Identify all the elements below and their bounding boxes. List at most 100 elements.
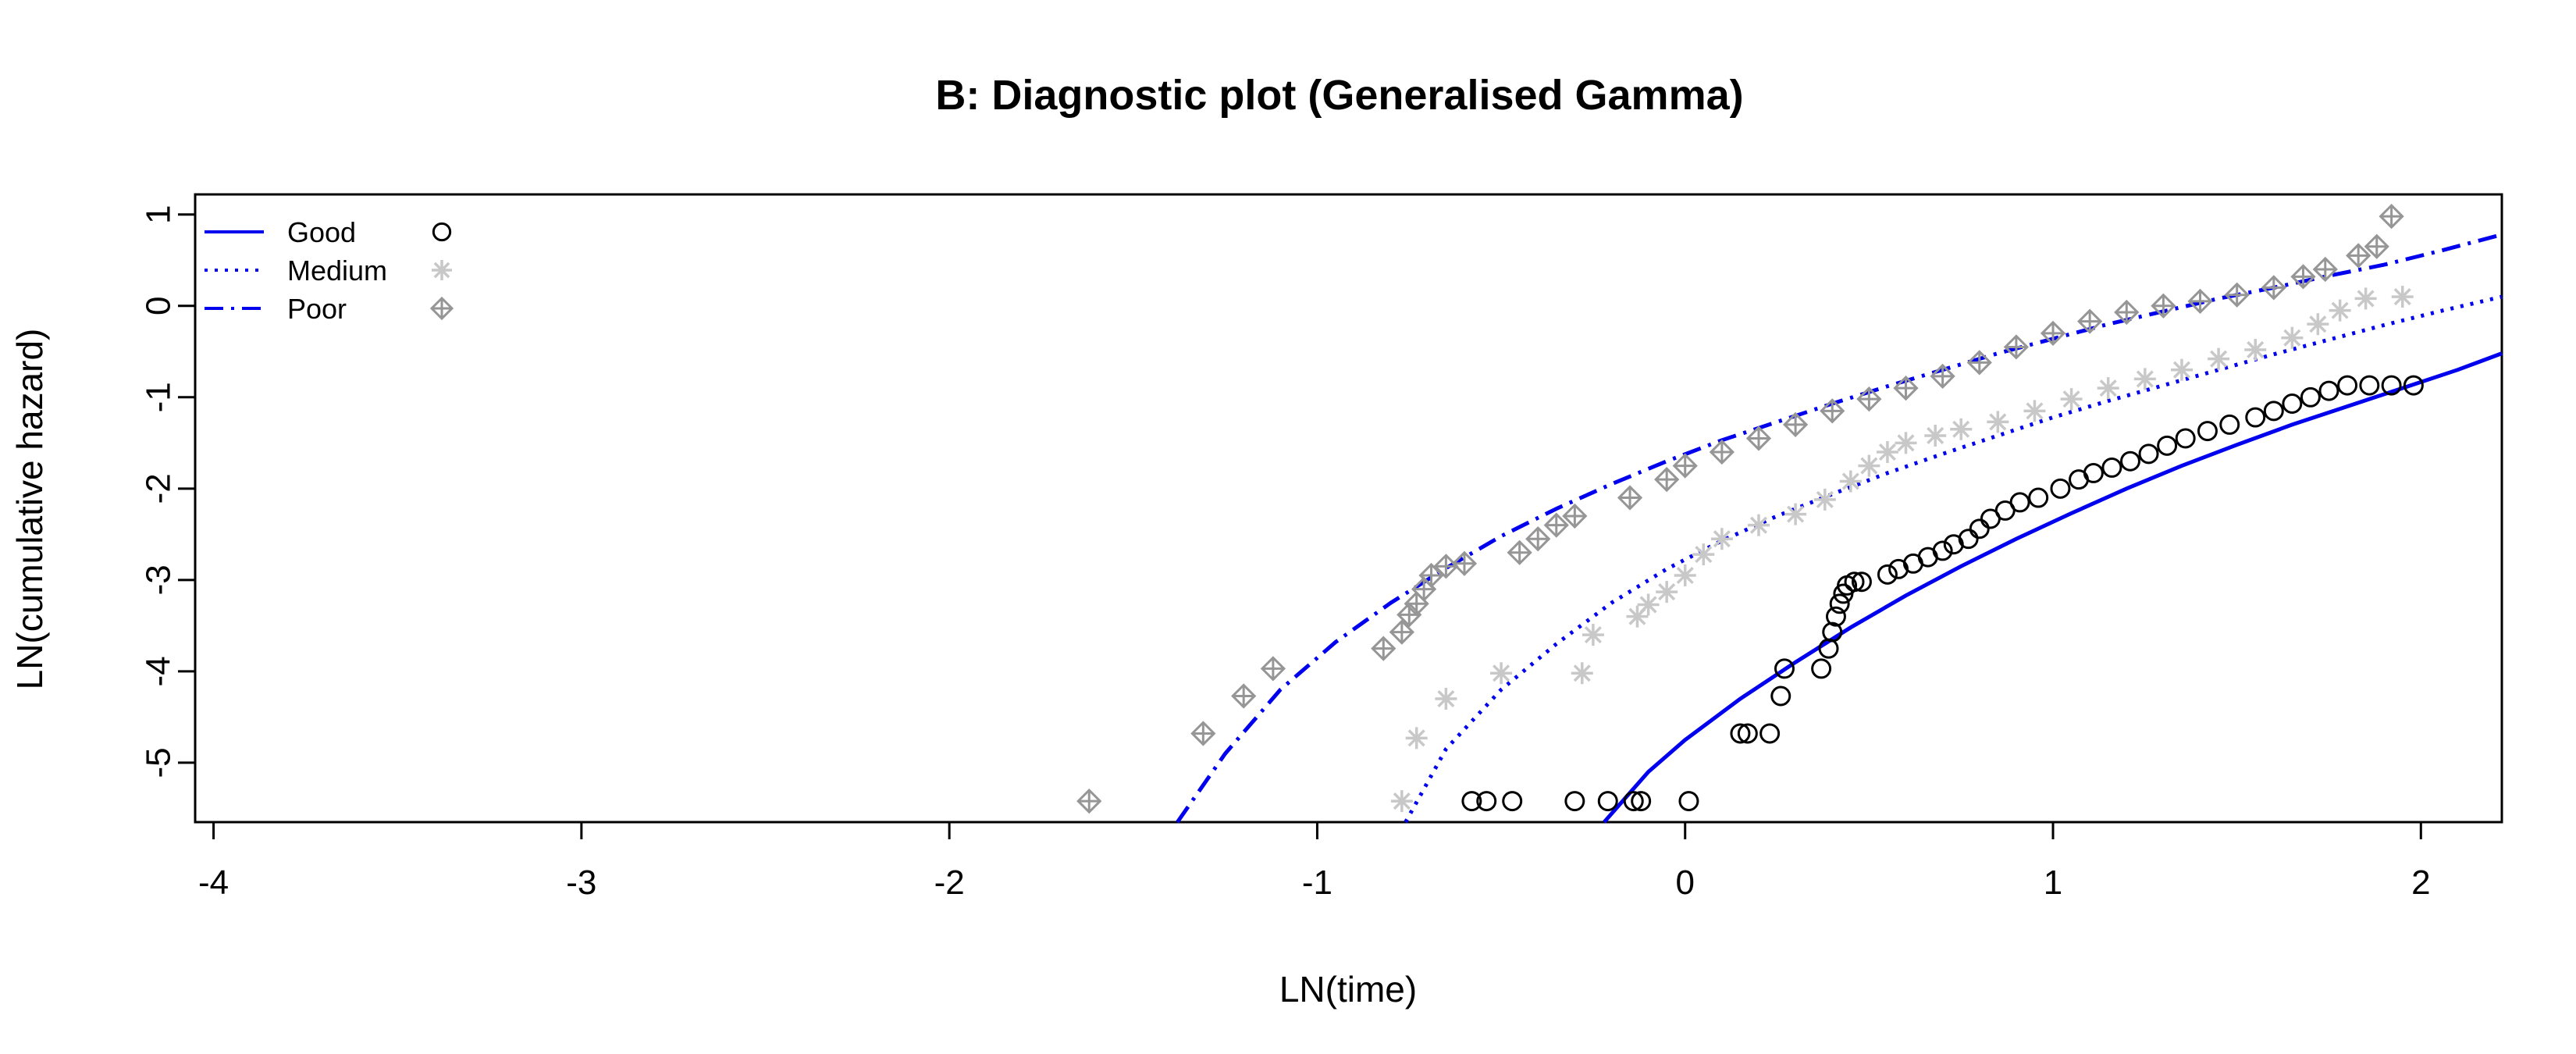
point-medium <box>1390 790 1413 813</box>
point-poor <box>2077 308 2103 334</box>
point-good <box>2381 375 2402 396</box>
point-medium <box>1950 418 1973 440</box>
point-poor <box>2187 288 2213 315</box>
point-good <box>1822 621 1843 643</box>
point-poor <box>1930 363 1955 390</box>
point-good <box>1825 606 1846 627</box>
point-medium <box>1858 454 1880 477</box>
point-good <box>2403 375 2424 396</box>
point-poor <box>1418 562 1444 589</box>
point-poor <box>1782 411 1809 438</box>
legend: Good Medium Poor <box>205 216 454 325</box>
point-medium <box>2060 388 2083 411</box>
point-medium <box>1490 662 1513 685</box>
point-poor <box>1389 619 1414 645</box>
point-poor <box>1820 398 1845 424</box>
point-medium <box>1405 727 1428 750</box>
point-good <box>1461 791 1482 812</box>
point-good <box>1770 685 1791 707</box>
point-poor <box>2151 293 2176 319</box>
point-poor <box>1893 375 1919 401</box>
legend-label-good: Good <box>287 216 356 248</box>
point-medium <box>1710 528 1733 550</box>
point-medium <box>1692 543 1715 566</box>
point-poor <box>1507 539 1532 565</box>
x-tick-label: 2 <box>2411 863 2430 902</box>
point-good <box>1476 791 1497 812</box>
point-good <box>1851 572 1872 593</box>
point-good <box>2337 375 2358 396</box>
y-tick-label: 0 <box>139 297 177 315</box>
point-poor <box>1076 788 1102 814</box>
point-good <box>2318 380 2339 401</box>
y-axis-title: LN(cumulative hazard) <box>9 329 50 690</box>
point-good <box>1564 791 1585 812</box>
point-poor <box>1709 439 1735 465</box>
point-medium <box>2208 347 2230 370</box>
point-poor <box>2003 334 2030 360</box>
x-tick-label: -3 <box>566 863 596 902</box>
point-poor <box>1231 683 1257 709</box>
point-good <box>1597 791 1618 812</box>
point-medium <box>1435 688 1457 710</box>
point-medium <box>2354 287 2377 310</box>
point-medium <box>2097 377 2119 400</box>
point-poor <box>2346 243 2371 269</box>
y-axis: -5 -4 -3 -2 -1 0 1 <box>139 205 197 778</box>
legend-marker-good <box>432 222 452 242</box>
y-tick-label: -1 <box>139 382 177 412</box>
point-good <box>2197 421 2218 442</box>
point-poor <box>2261 275 2286 301</box>
y-tick-label: -3 <box>139 564 177 595</box>
point-good <box>2028 487 2049 508</box>
point-poor <box>1543 512 1569 538</box>
legend-label-medium: Medium <box>287 255 387 287</box>
point-good <box>2138 443 2159 465</box>
point-good <box>2359 375 2380 396</box>
point-poor <box>2312 256 2338 283</box>
point-good <box>1623 791 1644 812</box>
point-medium <box>2281 326 2304 349</box>
point-good <box>2245 407 2266 428</box>
fit-line-poor <box>1176 233 2503 824</box>
point-good <box>1932 540 1953 561</box>
point-poor <box>1672 453 1698 479</box>
point-poor <box>1562 503 1588 529</box>
point-poor <box>1654 467 1680 493</box>
point-good <box>2157 435 2178 456</box>
point-poor <box>1966 350 1992 376</box>
point-good <box>2263 401 2284 422</box>
point-poor <box>2224 282 2250 308</box>
point-good <box>1811 658 1832 679</box>
point-good <box>2101 457 2122 478</box>
point-poor <box>2114 299 2140 326</box>
point-good <box>2175 428 2196 449</box>
x-tick-label: -4 <box>198 863 229 902</box>
x-tick-label: 0 <box>1675 863 1694 902</box>
point-medium <box>1582 624 1604 646</box>
point-poor <box>2364 233 2389 259</box>
y-tick-label: -5 <box>139 747 177 778</box>
x-axis-title: LN(time) <box>1279 969 1417 1009</box>
point-good <box>1774 658 1795 679</box>
point-good <box>2083 462 2104 483</box>
point-poor <box>1617 485 1643 511</box>
point-medium <box>1839 470 1862 493</box>
y-tick-label: 1 <box>139 205 177 224</box>
point-medium <box>2244 338 2267 361</box>
point-poor <box>1451 550 1478 576</box>
point-poor <box>1745 426 1772 451</box>
fit-lines <box>1176 233 2503 824</box>
point-poor <box>1856 386 1882 412</box>
point-good <box>2009 492 2030 513</box>
point-good <box>2282 393 2303 414</box>
point-medium <box>1637 593 1660 616</box>
legend-marker-poor <box>429 296 454 321</box>
x-tick-label: 1 <box>2044 863 2062 902</box>
point-poor <box>1525 526 1551 552</box>
y-tick-label: -2 <box>139 473 177 504</box>
point-medium <box>1656 581 1678 604</box>
point-medium <box>1876 441 1898 464</box>
point-good <box>1877 564 1898 585</box>
point-good <box>2219 414 2240 435</box>
